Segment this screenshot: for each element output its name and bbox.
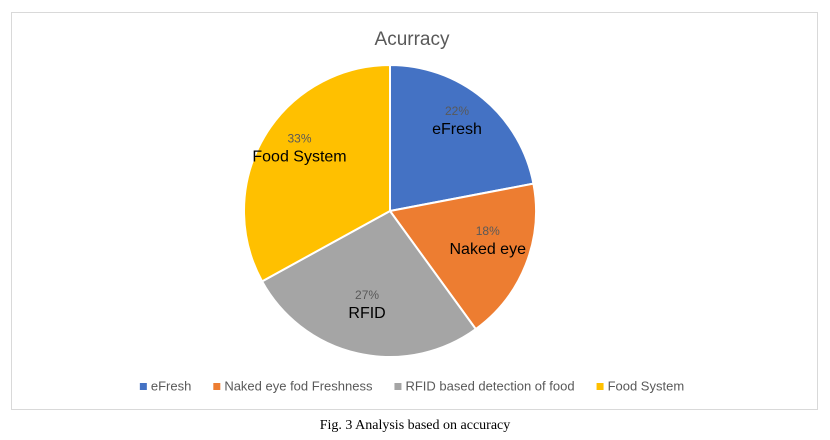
pie-slice — [388, 182, 537, 331]
slice-label: Food System — [252, 149, 346, 166]
legend-label: eFresh — [151, 378, 191, 393]
pie-slice — [243, 63, 391, 283]
slice-label: eFresh — [432, 121, 482, 138]
slice-label: Naked eye — [449, 241, 526, 258]
value-label: 22% — [445, 104, 469, 118]
value-label: 33% — [288, 132, 312, 146]
pie-slice — [260, 209, 478, 358]
chart-title: Acurracy — [375, 29, 450, 50]
caption: Fig. 3 Analysis based on accuracy — [320, 418, 511, 433]
legend-marker — [213, 383, 221, 390]
legend-marker — [394, 383, 402, 390]
legend-label: Food System — [608, 378, 685, 393]
value-label: 18% — [476, 224, 500, 238]
slice-label: RFID — [348, 305, 385, 322]
legend-label: Naked eye fod Freshness — [224, 378, 373, 393]
legend-marker — [139, 383, 147, 390]
pie-slice — [389, 63, 535, 213]
legend-marker — [596, 383, 604, 390]
value-label: 27% — [355, 288, 379, 302]
legend-label: RFID based detection of food — [405, 378, 574, 393]
